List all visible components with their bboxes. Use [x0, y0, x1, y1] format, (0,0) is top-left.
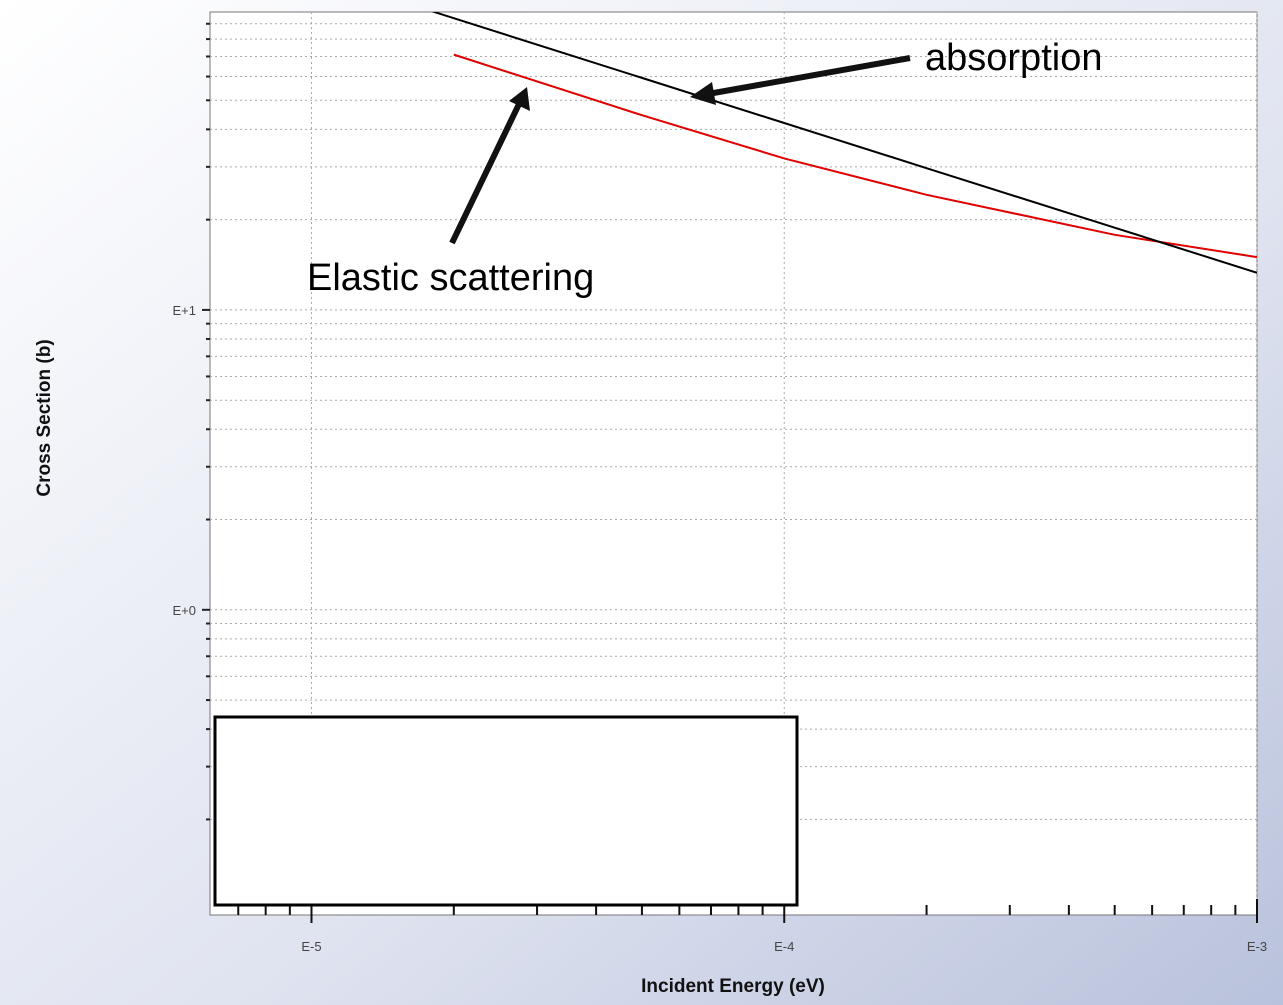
- x-tick-label: E-3: [1247, 939, 1267, 954]
- annotation-text: Elastic scattering: [307, 257, 594, 299]
- series-line: [453, 53, 1257, 259]
- y-tick-label: E+1: [173, 303, 197, 318]
- x-axis-title: Incident Energy (eV): [641, 976, 825, 997]
- x-tick-label: E-5: [301, 939, 321, 954]
- annotation: Elastic scattering: [307, 87, 594, 299]
- series-line: [431, 12, 1257, 274]
- annotation: absorption: [690, 37, 1102, 105]
- y-axis-title: Cross Section (b): [34, 339, 55, 496]
- y-tick-label: E+0: [173, 603, 197, 618]
- legend: [213, 715, 799, 907]
- annotation-text: absorption: [925, 37, 1102, 79]
- x-tick-label: E-4: [774, 939, 794, 954]
